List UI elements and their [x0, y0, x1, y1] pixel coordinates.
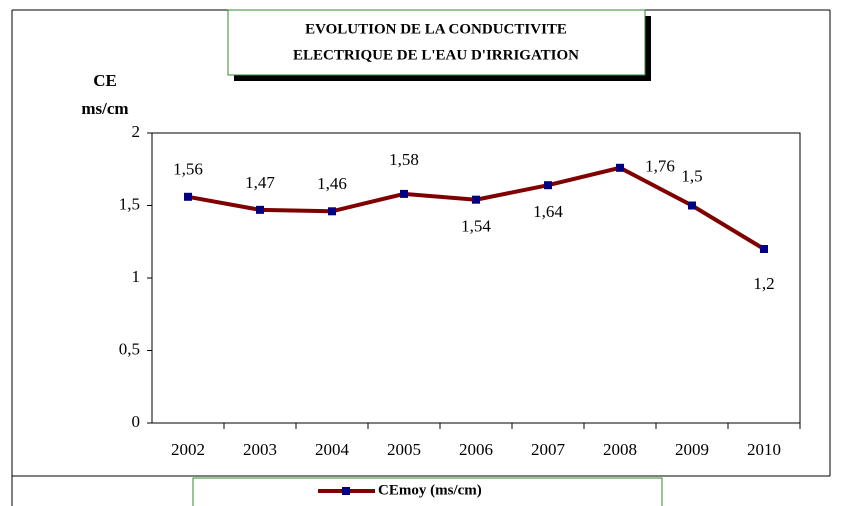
marker: [184, 192, 192, 201]
data-label: 1,2: [753, 274, 774, 293]
marker: [256, 205, 264, 214]
data-label: 1,46: [317, 174, 347, 193]
x-tick-label: 2005: [387, 440, 421, 459]
y-axis-label: ms/cm: [81, 99, 128, 118]
data-label: 1,5: [681, 166, 702, 185]
data-label: 1,76: [645, 157, 675, 176]
x-tick-label: 2006: [459, 440, 493, 459]
data-label: 1,54: [461, 217, 491, 236]
legend-label: CEmoy (ms/cm): [378, 482, 482, 498]
x-tick-label: 2007: [531, 440, 566, 459]
x-tick-label: 2002: [171, 440, 205, 459]
x-tick-label: 2009: [675, 440, 709, 459]
title-box: [227, 9, 646, 76]
chart-title: EVOLUTION DE LA CONDUCTIVITE: [305, 21, 567, 37]
y-axis-label: CE: [93, 71, 117, 90]
y-tick-label: 0,5: [119, 339, 140, 358]
data-label: 1,56: [173, 160, 203, 179]
marker: [472, 195, 480, 204]
data-label: 1,58: [389, 150, 419, 169]
marker: [544, 181, 552, 190]
marker: [688, 201, 696, 210]
marker: [760, 245, 768, 253]
y-tick-label: 1: [132, 267, 141, 286]
y-tick-label: 1,5: [119, 194, 140, 213]
marker: [616, 163, 624, 172]
chart-title: ELECTRIQUE DE L'EAU D'IRRIGATION: [293, 47, 579, 63]
x-tick-label: 2004: [315, 440, 350, 459]
y-tick-label: 0: [132, 412, 141, 431]
x-tick-label: 2003: [243, 440, 277, 459]
marker: [400, 189, 408, 198]
marker: [328, 207, 336, 216]
legend-marker: [342, 487, 350, 495]
data-label: 1,47: [245, 173, 275, 192]
x-tick-label: 2008: [603, 440, 637, 459]
y-tick-label: 2: [132, 122, 141, 141]
x-tick-label: 2010: [747, 440, 781, 459]
data-label: 1,64: [533, 202, 563, 221]
legend-box: [192, 477, 663, 506]
